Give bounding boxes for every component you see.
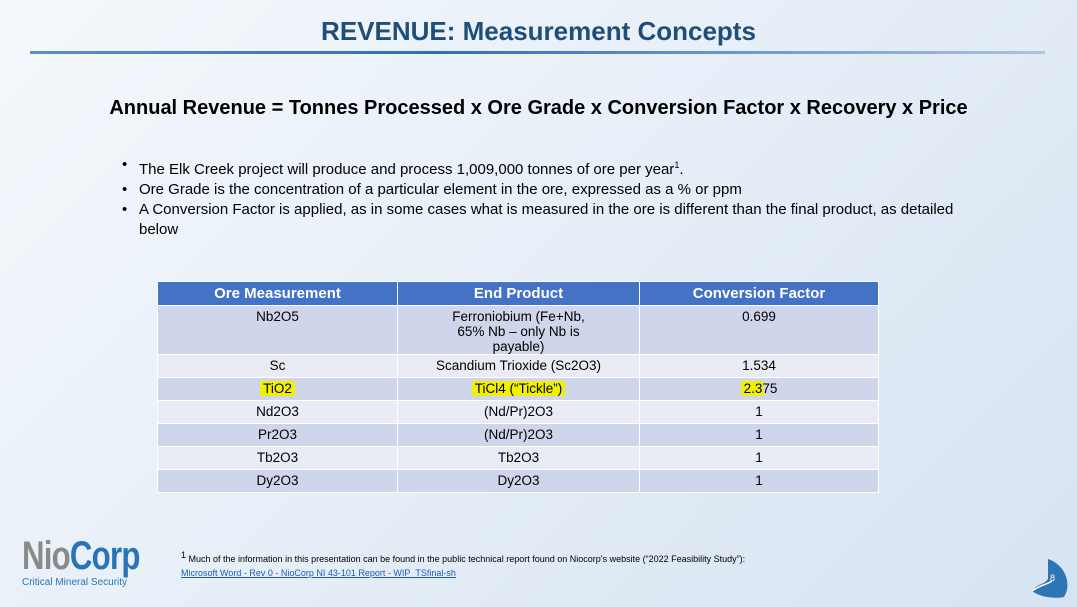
conversion-table: Ore Measurement End Product Conversion F… <box>157 281 879 493</box>
table-cell: Nb2O5 <box>157 305 398 355</box>
table-row: Sc Scandium Trioxide (Sc2O3) 1.534 <box>157 354 879 378</box>
table-cell: 1.534 <box>639 354 879 378</box>
table-cell: Nd2O3 <box>157 400 398 424</box>
table-row: Nb2O5 Ferroniobium (Fe+Nb, 65% Nb – only … <box>157 305 879 355</box>
table-cell: 1 <box>639 469 879 493</box>
bullet-item: A Conversion Factor is applied, as in so… <box>122 200 982 240</box>
page-leaf-icon: 8 <box>1031 559 1068 598</box>
revenue-formula: Annual Revenue = Tonnes Processed x Ore … <box>109 97 968 119</box>
table-row: Dy2O3 Dy2O3 1 <box>157 469 879 493</box>
page-number: 8 <box>1050 573 1055 583</box>
footnote: 1 Much of the information in this presen… <box>181 550 746 578</box>
table-cell: 1 <box>639 423 879 447</box>
table-cell: Dy2O3 <box>157 469 398 493</box>
table-row: Pr2O3 (Nd/Pr)2O3 1 <box>157 423 879 447</box>
table-cell: Tb2O3 <box>157 446 398 470</box>
slide-title: REVENUE: Measurement Concepts <box>321 16 756 46</box>
column-header: Conversion Factor <box>639 281 879 306</box>
column-header: Ore Measurement <box>157 281 398 306</box>
column-header: End Product <box>397 281 640 306</box>
table-cell: (Nd/Pr)2O3 <box>397 423 640 447</box>
table-cell: TiO2 <box>157 377 398 401</box>
table-row: Tb2O3 Tb2O3 1 <box>157 446 879 470</box>
table-cell: Dy2O3 <box>397 469 640 493</box>
table-cell: Tb2O3 <box>397 446 640 470</box>
bullet-list: The Elk Creek project will produce and p… <box>122 155 982 240</box>
table-cell: TiCl4 (“Tickle”) <box>397 377 640 401</box>
table-cell: 0.699 <box>639 305 879 355</box>
report-link[interactable]: Microsoft Word - Rev 0 - NioCorp NI 43-1… <box>181 568 456 578</box>
table-row: TiO2 TiCl4 (“Tickle”) 2.375 <box>157 377 879 401</box>
table-row: Nd2O3 (Nd/Pr)2O3 1 <box>157 400 879 424</box>
table-cell: (Nd/Pr)2O3 <box>397 400 640 424</box>
title-divider <box>30 51 1045 54</box>
table-cell: Scandium Trioxide (Sc2O3) <box>397 354 640 378</box>
table-cell: 1 <box>639 400 879 424</box>
table-cell: 2.375 <box>639 377 879 401</box>
niocorp-logo: NioCorp Critical Mineral Security <box>22 534 140 588</box>
table-cell: Ferroniobium (Fe+Nb, 65% Nb – only Nb is… <box>397 305 640 355</box>
bullet-item: Ore Grade is the concentration of a part… <box>122 180 982 200</box>
table-cell: 1 <box>639 446 879 470</box>
bullet-item: The Elk Creek project will produce and p… <box>122 155 982 180</box>
table-cell: Pr2O3 <box>157 423 398 447</box>
table-cell: Sc <box>157 354 398 378</box>
